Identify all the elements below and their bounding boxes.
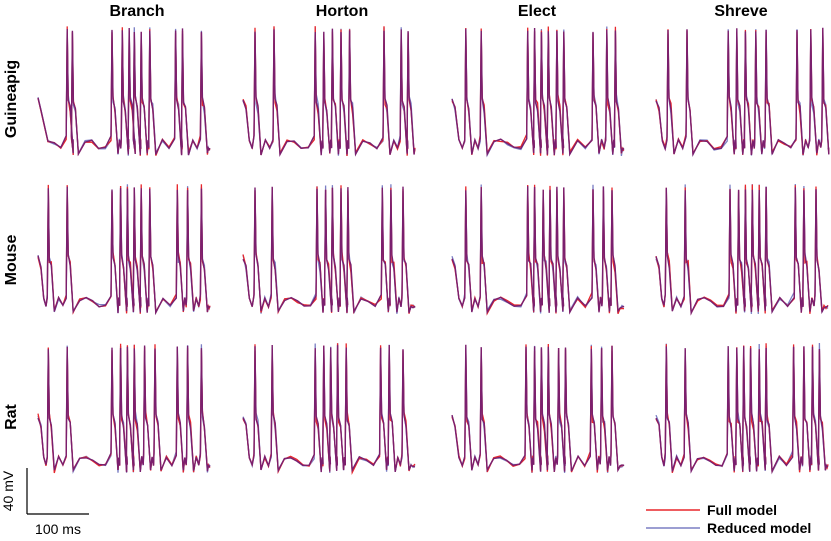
scale-bar: 40 mV 100 ms — [0, 468, 89, 537]
trace-full-model — [451, 343, 625, 473]
trace-reduced-model — [242, 184, 416, 314]
panel-mouse-elect — [451, 184, 625, 316]
legend-label-full-model: Full model — [707, 502, 777, 518]
trace-full-model — [655, 28, 830, 156]
trace-overlap — [451, 344, 625, 473]
panel-rat-branch — [37, 343, 211, 475]
legend: Full model Reduced model — [646, 502, 811, 536]
trace-full-model — [242, 185, 416, 315]
trace-overlap — [37, 186, 211, 316]
column-title-elect: Elect — [518, 3, 557, 20]
trace-overlap — [655, 27, 830, 157]
panel-mouse-horton — [242, 184, 416, 315]
panel-rat-shreve — [655, 342, 829, 475]
panel-mouse-shreve — [655, 183, 829, 316]
trace-overlap — [655, 186, 829, 316]
trace-panels — [37, 26, 830, 475]
trace-full-model — [37, 343, 211, 474]
trace-full-model — [37, 184, 211, 315]
trace-full-model — [655, 184, 829, 316]
panel-guineapig-horton — [242, 26, 416, 157]
column-title-horton: Horton — [316, 3, 368, 20]
trace-full-model — [37, 26, 211, 156]
scale-voltage-label: 40 mV — [0, 470, 16, 511]
trace-overlap — [451, 186, 625, 315]
trace-reduced-model — [37, 184, 211, 315]
column-title-shreve: Shreve — [714, 3, 767, 20]
trace-overlap — [37, 345, 211, 473]
panel-rat-elect — [451, 343, 625, 473]
column-title-branch: Branch — [109, 3, 164, 20]
scale-time-label: 100 ms — [35, 521, 81, 537]
trace-overlap — [37, 27, 211, 157]
legend-label-reduced-model: Reduced model — [707, 520, 811, 536]
trace-reduced-model — [37, 27, 211, 156]
trace-overlap — [242, 28, 416, 157]
panel-rat-horton — [242, 343, 416, 475]
row-title-mouse: Mouse — [3, 235, 20, 286]
trace-overlap — [655, 346, 829, 474]
trace-reduced-model — [655, 183, 829, 315]
row-title-rat: Rat — [3, 403, 20, 429]
trace-overlap — [242, 344, 416, 474]
panel-guineapig-branch — [37, 26, 211, 157]
trace-reduced-model — [37, 344, 211, 475]
trace-reduced-model — [451, 344, 625, 473]
panel-mouse-branch — [37, 184, 211, 316]
panel-guineapig-shreve — [655, 27, 830, 157]
row-title-guineapig: Guineapig — [3, 60, 20, 138]
panel-guineapig-elect — [451, 26, 625, 158]
trace-overlap — [451, 27, 625, 157]
trace-overlap — [242, 186, 416, 314]
